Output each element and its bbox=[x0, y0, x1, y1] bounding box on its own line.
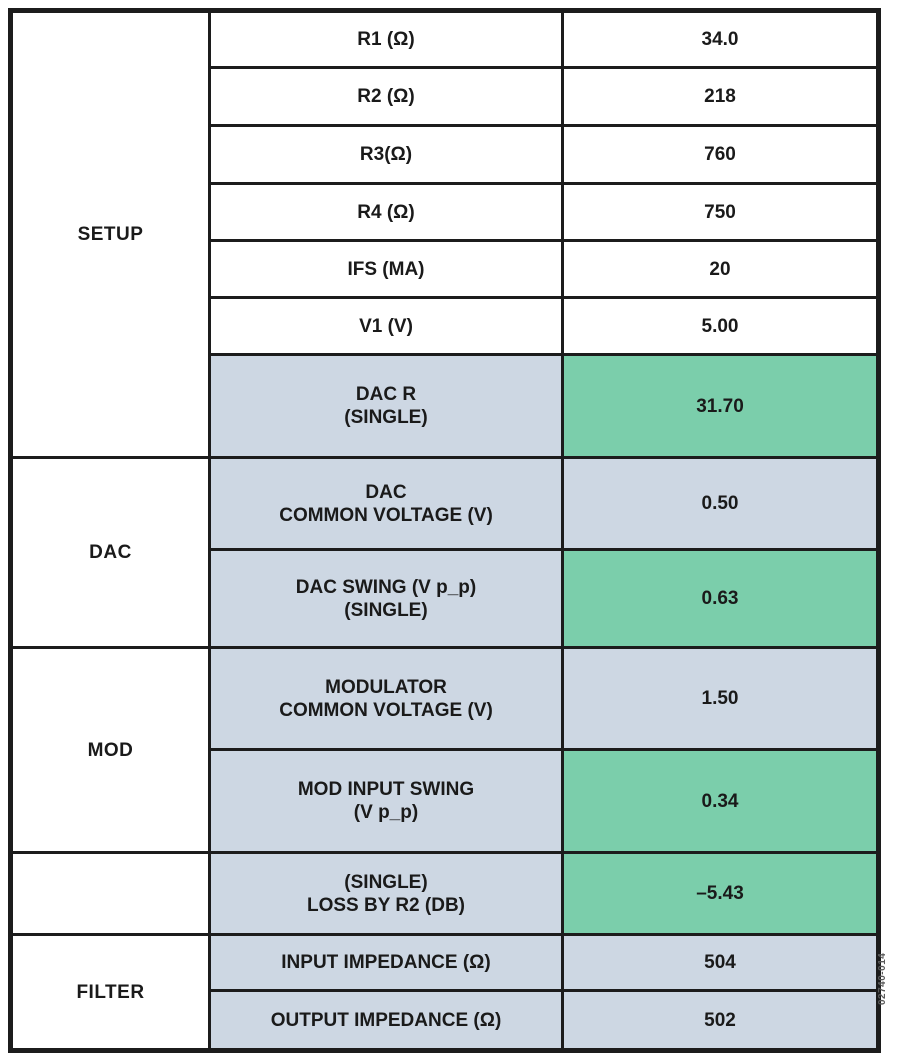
section-cell-blank bbox=[9, 851, 211, 936]
param-cell: DAC R (SINGLE) bbox=[208, 353, 564, 459]
table-row: R3(Ω) 760 bbox=[11, 124, 880, 185]
param-cell: DAC SWING (V p_p) (SINGLE) bbox=[208, 548, 564, 649]
value-cell: 0.50 bbox=[561, 456, 880, 551]
table-row: SETUP R1 (Ω) 34.0 bbox=[9, 9, 880, 459]
table-row: V1 (V) 5.00 bbox=[11, 296, 880, 356]
value-cell-computed: 0.34 bbox=[561, 748, 880, 854]
param-cell: R4 (Ω) bbox=[208, 182, 564, 242]
param-cell: INPUT IMPEDANCE (Ω) bbox=[208, 933, 564, 992]
value-cell: 34.0 bbox=[561, 9, 880, 69]
table-row: DAC SWING (V p_p) (SINGLE) 0.63 bbox=[11, 548, 880, 649]
param-cell: R2 (Ω) bbox=[208, 66, 564, 127]
param-cell: (SINGLE) LOSS BY R2 (DB) bbox=[208, 851, 564, 936]
table-row: FILTER INPUT IMPEDANCE (Ω) 504 bbox=[9, 933, 880, 1052]
value-cell: 750 bbox=[561, 182, 880, 242]
value-cell: 504 bbox=[561, 933, 880, 992]
value-cell-computed: 0.63 bbox=[561, 548, 880, 649]
section-cell-setup: SETUP bbox=[9, 9, 211, 459]
param-cell: IFS (MA) bbox=[208, 239, 564, 299]
value-cell: 1.50 bbox=[561, 646, 880, 751]
table-row: MOD INPUT SWING (V p_p) 0.34 bbox=[11, 748, 880, 854]
table-row: R4 (Ω) 750 bbox=[11, 182, 880, 242]
table-row: DAC DAC COMMON VOLTAGE (V) 0.50 bbox=[9, 456, 880, 649]
table-row: OUTPUT IMPEDANCE (Ω) 502 bbox=[11, 989, 880, 1052]
table-row: IFS (MA) 20 bbox=[11, 239, 880, 299]
table-row: DAC R (SINGLE) 31.70 bbox=[11, 353, 880, 459]
param-cell: V1 (V) bbox=[208, 296, 564, 356]
table-row: (SINGLE) LOSS BY R2 (DB) –5.43 bbox=[9, 851, 880, 936]
param-cell: R1 (Ω) bbox=[208, 9, 564, 69]
value-cell: 5.00 bbox=[561, 296, 880, 356]
param-cell: MODULATOR COMMON VOLTAGE (V) bbox=[208, 646, 564, 751]
value-cell: 218 bbox=[561, 66, 880, 127]
param-cell: MOD INPUT SWING (V p_p) bbox=[208, 748, 564, 854]
figure-number: 02740-014 bbox=[877, 952, 888, 1006]
value-cell: 760 bbox=[561, 124, 880, 185]
param-cell: DAC COMMON VOLTAGE (V) bbox=[208, 456, 564, 551]
param-cell: OUTPUT IMPEDANCE (Ω) bbox=[208, 989, 564, 1052]
value-cell-computed: 31.70 bbox=[561, 353, 880, 459]
section-cell-dac: DAC bbox=[9, 456, 211, 649]
value-cell: 502 bbox=[561, 989, 880, 1052]
param-cell: R3(Ω) bbox=[208, 124, 564, 185]
section-cell-filter: FILTER bbox=[9, 933, 211, 1052]
value-cell-computed: –5.43 bbox=[561, 851, 880, 936]
table-row: MOD MODULATOR COMMON VOLTAGE (V) 1.50 bbox=[9, 646, 880, 854]
calculator-table: SETUP R1 (Ω) 34.0 R2 (Ω) 218 R3(Ω) 760 R… bbox=[8, 8, 881, 1053]
section-cell-mod: MOD bbox=[9, 646, 211, 854]
value-cell: 20 bbox=[561, 239, 880, 299]
table-row: R2 (Ω) 218 bbox=[11, 66, 880, 127]
